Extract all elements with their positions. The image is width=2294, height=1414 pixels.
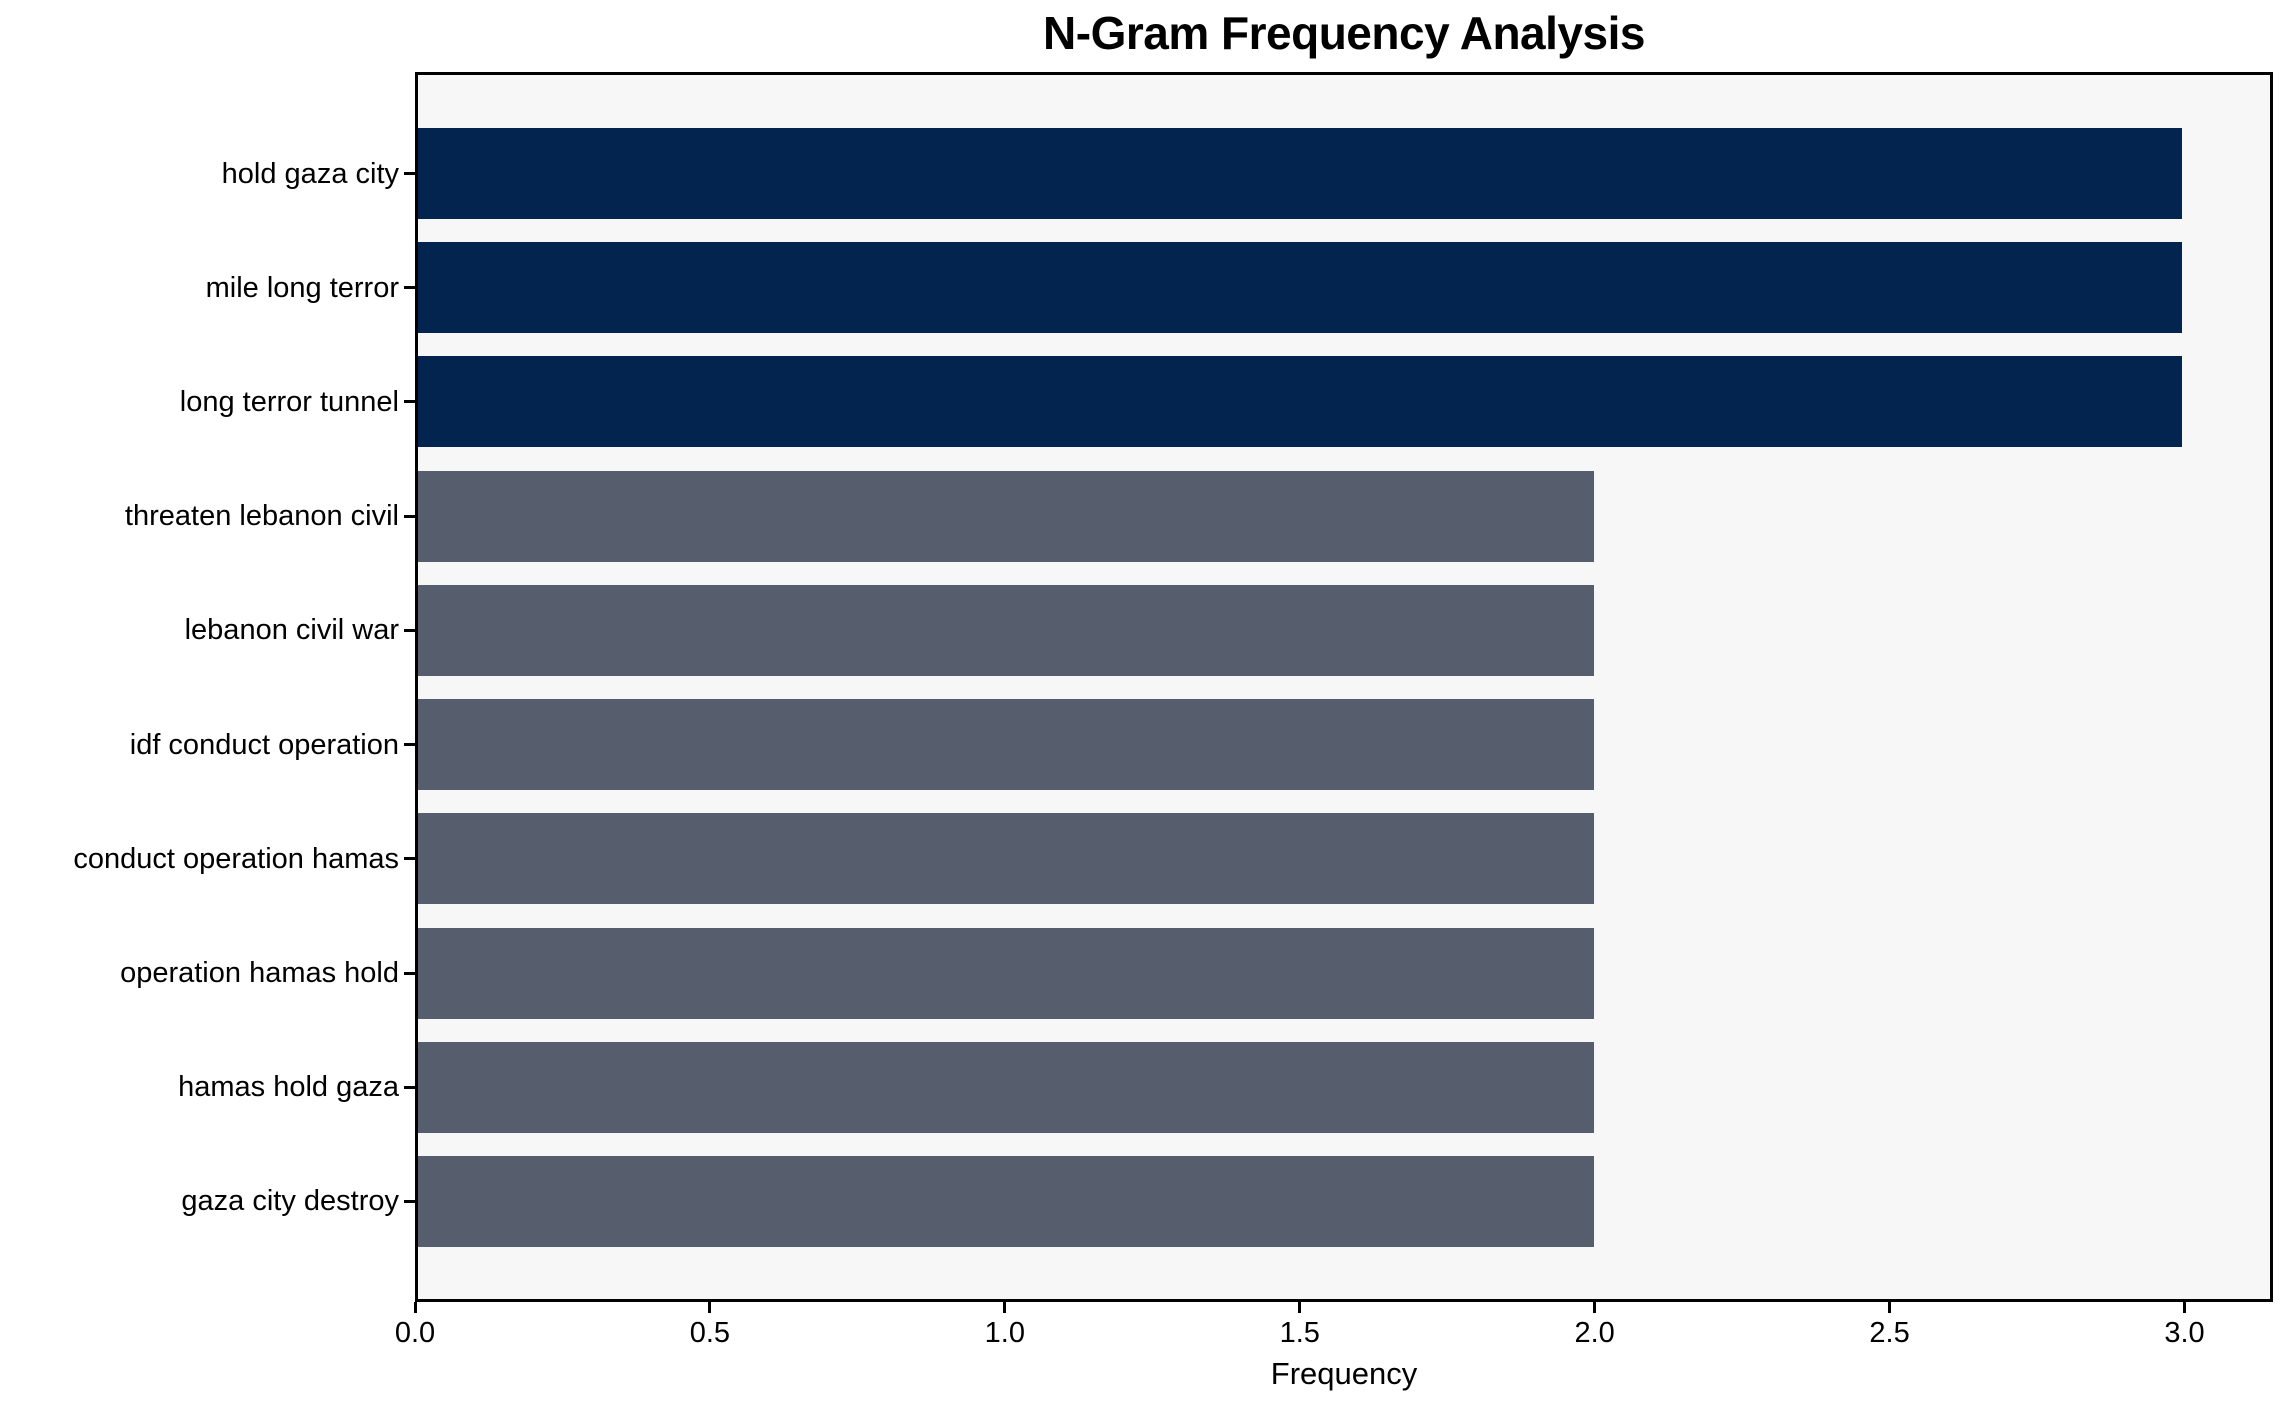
y-tick-mark [404, 743, 415, 747]
y-tick-label: threaten lebanon civil [124, 500, 399, 533]
x-tick-mark [1593, 1302, 1597, 1313]
x-tick-label: 0.5 [689, 1317, 731, 1349]
x-tick-mark [1888, 1302, 1892, 1313]
y-tick-mark [404, 1199, 415, 1203]
y-tick-mark [404, 857, 415, 861]
y-tick-label: conduct operation hamas [73, 842, 399, 875]
plot-area [415, 72, 2273, 1302]
x-tick-mark [1003, 1302, 1007, 1313]
x-tick-mark [413, 1302, 417, 1313]
y-tick-label: hold gaza city [221, 157, 399, 190]
x-tick-label: 0.0 [394, 1317, 436, 1349]
y-tick-label: mile long terror [205, 271, 399, 304]
y-tick-mark [404, 1085, 415, 1089]
x-tick-label: 1.5 [1279, 1317, 1320, 1349]
y-tick-label: operation hamas hold [120, 957, 399, 990]
x-tick-mark [2183, 1302, 2187, 1313]
x-tick-label: 3.0 [2164, 1317, 2205, 1349]
y-tick-mark [404, 172, 415, 175]
bar-conduct-operation-hamas [418, 813, 1594, 905]
y-tick-label: hamas hold gaza [178, 1071, 399, 1104]
bar-long-terror-tunnel [418, 356, 2182, 448]
bar-operation-hamas-hold [418, 927, 1594, 1019]
x-tick-label: 1.0 [984, 1317, 1025, 1349]
bar-gaza-city-destroy [418, 1155, 1594, 1247]
x-tick-label: 2.5 [1869, 1317, 1910, 1349]
bar-hold-gaza-city [418, 128, 2182, 219]
x-tick-label: 2.0 [1574, 1317, 1615, 1349]
x-tick-mark [1298, 1302, 1302, 1313]
y-tick-label: long terror tunnel [179, 385, 399, 418]
y-tick-mark [404, 286, 415, 290]
y-tick-mark [404, 971, 415, 975]
bar-lebanon-civil-war [418, 584, 1594, 676]
x-axis-title: Frequency [1270, 1356, 1418, 1391]
y-tick-mark [404, 400, 415, 404]
y-tick-label: idf conduct operation [129, 728, 399, 761]
bar-mile-long-terror [418, 242, 2182, 334]
bar-threaten-lebanon-civil [418, 470, 1594, 562]
chart-title: N-Gram Frequency Analysis [1043, 7, 1645, 59]
y-tick-mark [404, 514, 415, 518]
y-tick-label: gaza city destroy [181, 1185, 399, 1218]
bar-idf-conduct-operation [418, 699, 1594, 791]
bar-hamas-hold-gaza [418, 1041, 1594, 1133]
y-tick-label: lebanon civil war [184, 614, 399, 647]
x-tick-mark [708, 1302, 712, 1313]
y-tick-mark [404, 628, 415, 632]
